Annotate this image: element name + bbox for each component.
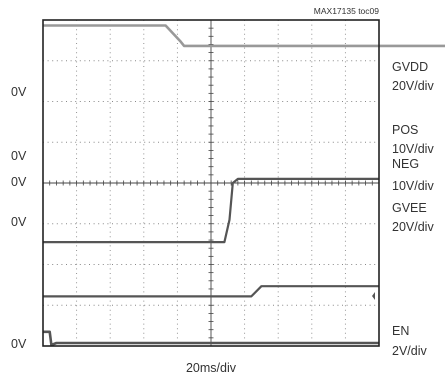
trace-neg xyxy=(43,177,379,244)
channel-scale-pos: 10V/div xyxy=(392,142,434,156)
channel-name-gvdd: GVDD xyxy=(392,60,428,74)
channel-name-en: EN xyxy=(392,324,409,338)
ground-label-pos: 0V xyxy=(11,149,27,163)
x-axis-label: 20ms/div xyxy=(186,361,237,375)
trigger-marker xyxy=(372,292,375,300)
channel-name-gvee: GVEE xyxy=(392,201,427,215)
trace-en xyxy=(43,330,379,347)
channel-scale-neg: 10V/div xyxy=(392,179,434,193)
channel-name-pos: POS xyxy=(392,123,418,137)
traces xyxy=(43,24,445,347)
channel-scale-gvee: 20V/div xyxy=(392,220,434,234)
ground-label-neg: 0V xyxy=(11,175,27,189)
graticule xyxy=(42,19,380,347)
ground-label-gvdd: 0V xyxy=(11,85,27,99)
trace-pos xyxy=(43,24,445,48)
channel-scale-gvdd: 20V/div xyxy=(392,79,434,93)
ground-label-gvee: 0V xyxy=(11,215,27,229)
ground-label-en: 0V xyxy=(11,337,27,351)
channel-scale-en: 2V/div xyxy=(392,344,427,358)
plot-frame xyxy=(42,19,380,347)
trace-gvee xyxy=(43,285,379,298)
channel-name-neg: NEG xyxy=(392,157,419,171)
chart-title: MAX17135 toc09 xyxy=(314,6,379,16)
